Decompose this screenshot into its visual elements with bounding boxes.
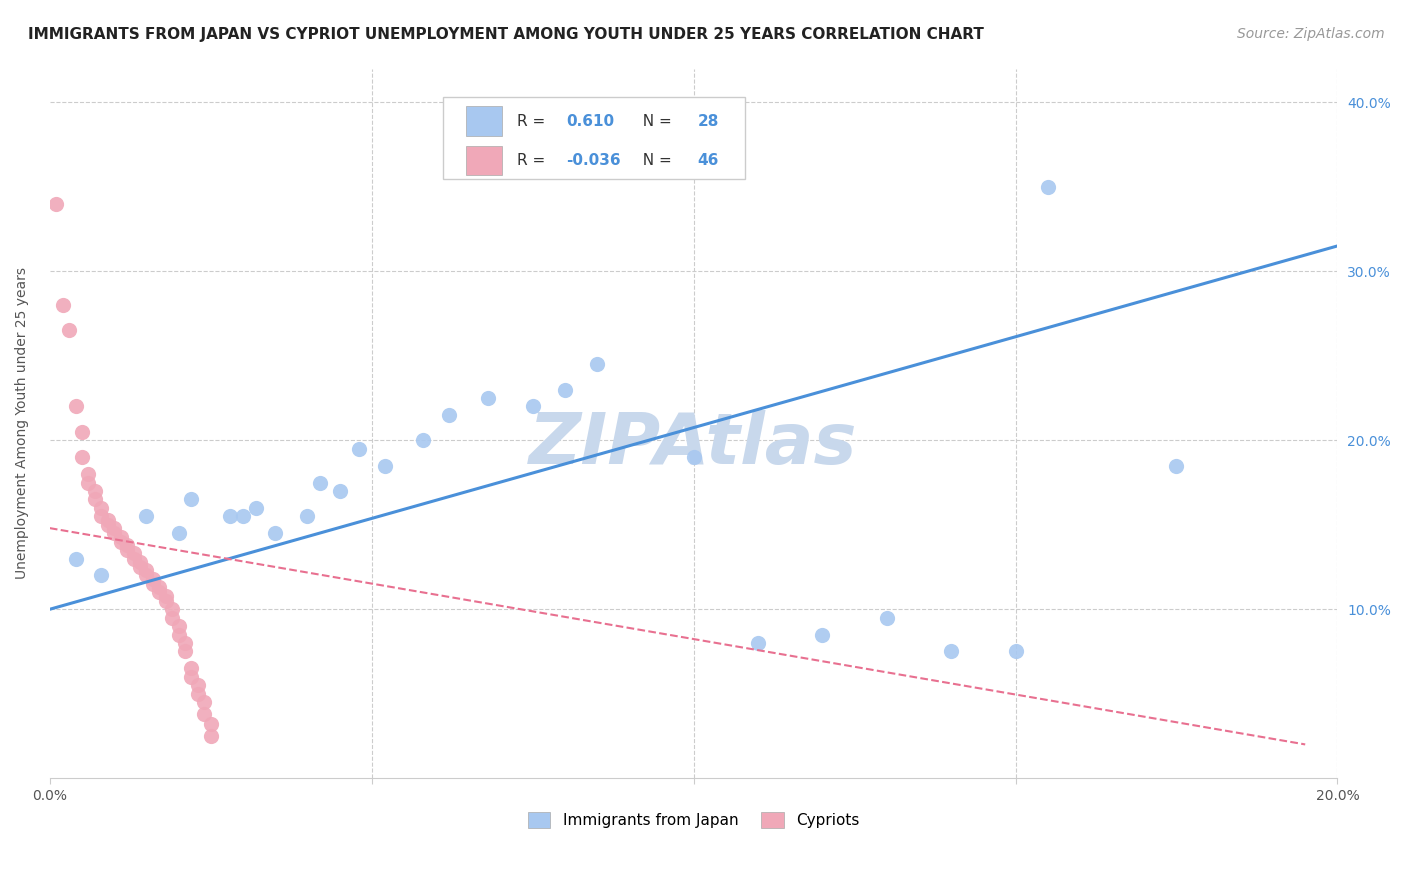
Text: 0.610: 0.610 — [567, 114, 614, 128]
Point — [167, 627, 190, 641]
Text: N =: N = — [633, 153, 676, 168]
Point — [135, 563, 157, 577]
Point — [167, 526, 190, 541]
Point — [200, 717, 222, 731]
Point — [174, 636, 197, 650]
Point — [586, 357, 609, 371]
Point — [160, 602, 183, 616]
Point — [148, 585, 170, 599]
Point — [90, 500, 112, 515]
Text: R =: R = — [517, 114, 550, 128]
Text: Source: ZipAtlas.com: Source: ZipAtlas.com — [1237, 27, 1385, 41]
Point — [180, 670, 202, 684]
Point — [174, 644, 197, 658]
Point — [200, 729, 222, 743]
Point — [374, 458, 396, 473]
Legend: Immigrants from Japan, Cypriots: Immigrants from Japan, Cypriots — [522, 806, 866, 834]
Point — [682, 450, 704, 465]
Point — [97, 513, 120, 527]
Y-axis label: Unemployment Among Youth under 25 years: Unemployment Among Youth under 25 years — [15, 268, 30, 580]
Point — [90, 568, 112, 582]
Point — [83, 492, 105, 507]
Point — [58, 323, 80, 337]
Point — [187, 687, 209, 701]
Point — [70, 450, 93, 465]
Point — [115, 538, 138, 552]
Point — [180, 492, 202, 507]
FancyBboxPatch shape — [443, 97, 745, 178]
Text: 28: 28 — [697, 114, 718, 128]
Point — [129, 555, 152, 569]
Point — [122, 546, 145, 560]
Point — [110, 530, 132, 544]
Point — [155, 589, 177, 603]
Point — [412, 434, 434, 448]
Point — [135, 568, 157, 582]
Text: R =: R = — [517, 153, 550, 168]
Point — [103, 521, 125, 535]
Point — [148, 580, 170, 594]
Point — [65, 551, 87, 566]
Point — [232, 509, 254, 524]
Point — [554, 383, 576, 397]
Text: -0.036: -0.036 — [567, 153, 621, 168]
Point — [77, 467, 100, 481]
Point — [65, 400, 87, 414]
Point — [129, 560, 152, 574]
Point — [522, 400, 544, 414]
Point — [70, 425, 93, 439]
Point — [180, 661, 202, 675]
Point — [477, 391, 499, 405]
Point — [309, 475, 332, 490]
Text: ZIPAtlas: ZIPAtlas — [530, 410, 858, 479]
Point — [297, 509, 319, 524]
Point — [45, 196, 67, 211]
Point — [264, 526, 287, 541]
Point — [876, 610, 898, 624]
Point — [83, 483, 105, 498]
Point — [747, 636, 769, 650]
Point — [193, 706, 215, 721]
Text: IMMIGRANTS FROM JAPAN VS CYPRIOT UNEMPLOYMENT AMONG YOUTH UNDER 25 YEARS CORRELA: IMMIGRANTS FROM JAPAN VS CYPRIOT UNEMPLO… — [28, 27, 984, 42]
Point — [347, 442, 370, 456]
Point — [77, 475, 100, 490]
Point — [155, 594, 177, 608]
Point — [142, 572, 165, 586]
Point — [167, 619, 190, 633]
Point — [115, 543, 138, 558]
Point — [110, 534, 132, 549]
Point — [122, 551, 145, 566]
Point — [135, 509, 157, 524]
Point — [160, 610, 183, 624]
FancyBboxPatch shape — [465, 145, 502, 176]
Point — [219, 509, 242, 524]
Point — [1036, 179, 1059, 194]
Point — [103, 526, 125, 541]
Point — [939, 644, 962, 658]
Point — [97, 517, 120, 532]
Point — [52, 298, 75, 312]
Point — [187, 678, 209, 692]
FancyBboxPatch shape — [465, 106, 502, 136]
Text: N =: N = — [633, 114, 676, 128]
Point — [193, 695, 215, 709]
Point — [811, 627, 834, 641]
Point — [142, 577, 165, 591]
Text: 46: 46 — [697, 153, 718, 168]
Point — [90, 509, 112, 524]
Point — [437, 408, 460, 422]
Point — [1166, 458, 1188, 473]
Point — [328, 483, 350, 498]
Point — [245, 500, 267, 515]
Point — [1004, 644, 1026, 658]
